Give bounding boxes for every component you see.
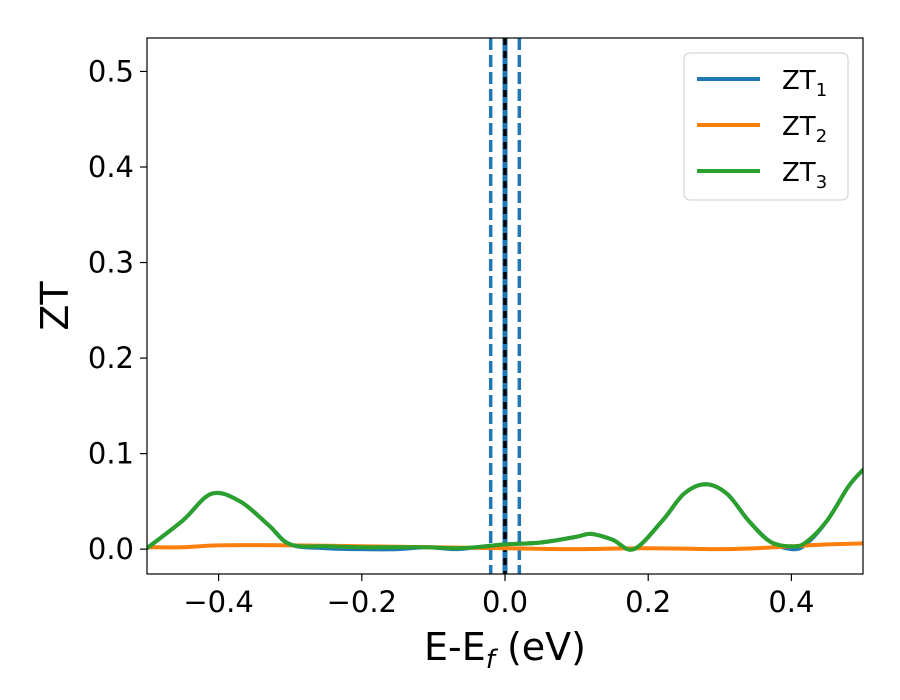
legend: ZT1 ZT2 ZT3 [683,52,849,201]
x-tick-label: 0.2 [625,585,671,619]
y-tick-label: 0.2 [88,341,134,375]
y-axis-label: ZT [33,281,77,331]
y-axis: 0.0 0.1 0.2 0.3 0.4 0.5 [88,54,147,566]
legend-label-zt3: ZT3 [782,158,827,193]
x-axis-label-unit: (eV) [495,625,586,669]
y-tick-label: 0.0 [88,532,134,566]
legend-label-zt1: ZT1 [782,66,827,101]
y-tick-label: 0.4 [88,150,134,184]
legend-box [683,52,849,201]
x-tick-label: −0.2 [327,585,397,619]
y-tick-label: 0.5 [88,54,134,88]
x-tick-label: −0.4 [183,585,253,619]
series-lines [147,467,863,552]
x-tick-label: 0.0 [482,585,528,619]
y-tick-label: 0.3 [88,246,134,280]
legend-label-zt2: ZT2 [782,112,827,147]
y-tick-label: 0.1 [88,437,134,471]
x-axis: −0.4 −0.2 0.0 0.2 0.4 [183,574,814,619]
x-tick-label: 0.4 [768,585,814,619]
series-line-zt3 [147,467,863,552]
reference-lines [488,38,522,574]
x-axis-label: E-Ef (eV) [424,625,586,675]
